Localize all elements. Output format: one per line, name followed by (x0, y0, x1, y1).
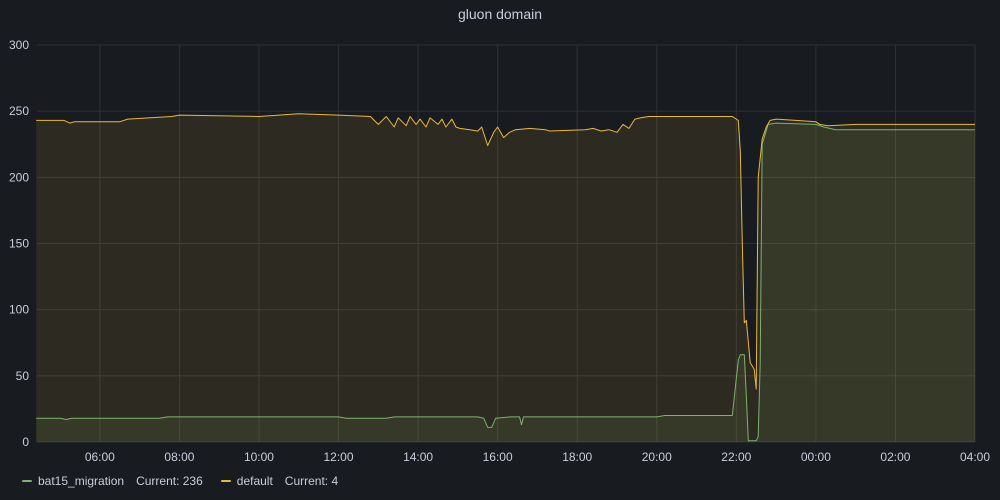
x-tick-label: 14:00 (403, 450, 433, 464)
x-tick-label: 20:00 (642, 450, 672, 464)
y-tick-label: 300 (9, 38, 29, 52)
series-fills (36, 113, 975, 443)
legend-item-default[interactable]: default Current: 4 (220, 474, 339, 488)
y-tick-label: 50 (16, 369, 30, 383)
x-tick-label: 10:00 (244, 450, 274, 464)
legend-current-value: Current: 236 (136, 474, 203, 488)
x-tick-label: 22:00 (721, 450, 751, 464)
x-tick-label: 00:00 (801, 450, 831, 464)
x-tick-label: 02:00 (880, 450, 910, 464)
y-tick-label: 0 (22, 435, 29, 449)
x-tick-label: 08:00 (164, 450, 194, 464)
legend-swatch-bat15-migration (22, 480, 32, 482)
series-line-bat15-migration[interactable] (36, 122, 975, 442)
x-tick-label: 16:00 (483, 450, 513, 464)
y-axis-ticks: 0 50 100 150 200 250 300 (9, 38, 29, 449)
x-tick-label: 06:00 (85, 450, 115, 464)
x-tick-label: 12:00 (324, 450, 354, 464)
y-tick-label: 200 (9, 170, 29, 184)
series-line-default[interactable] (36, 113, 975, 390)
legend-series-name: default (236, 474, 273, 488)
x-tick-label: 04:00 (960, 450, 990, 464)
x-axis-ticks: 06:00 08:00 10:00 12:00 14:00 16:00 18:00 20:00… (85, 450, 991, 464)
legend-current-value: Current: 4 (284, 474, 339, 488)
chart-title: gluon domain (457, 6, 543, 22)
x-tick-label: 18:00 (562, 450, 592, 464)
chart-plot-area[interactable]: 0 50 100 150 200 250 300 06:00 08:00 10:00 12:00 1… (0, 0, 1000, 470)
legend-item-bat15-migration[interactable]: bat15_migration Current: 236 (22, 474, 203, 488)
series-area-bat15-migration (36, 123, 975, 442)
y-tick-label: 100 (9, 303, 29, 317)
legend: bat15_migration Current: 236 default Cur… (22, 474, 338, 488)
series-lines (36, 113, 975, 442)
y-tick-label: 150 (9, 237, 29, 251)
legend-series-name: bat15_migration (38, 474, 125, 488)
legend-swatch-default (220, 480, 231, 482)
y-tick-label: 250 (9, 104, 29, 118)
series-area-default (36, 113, 975, 443)
